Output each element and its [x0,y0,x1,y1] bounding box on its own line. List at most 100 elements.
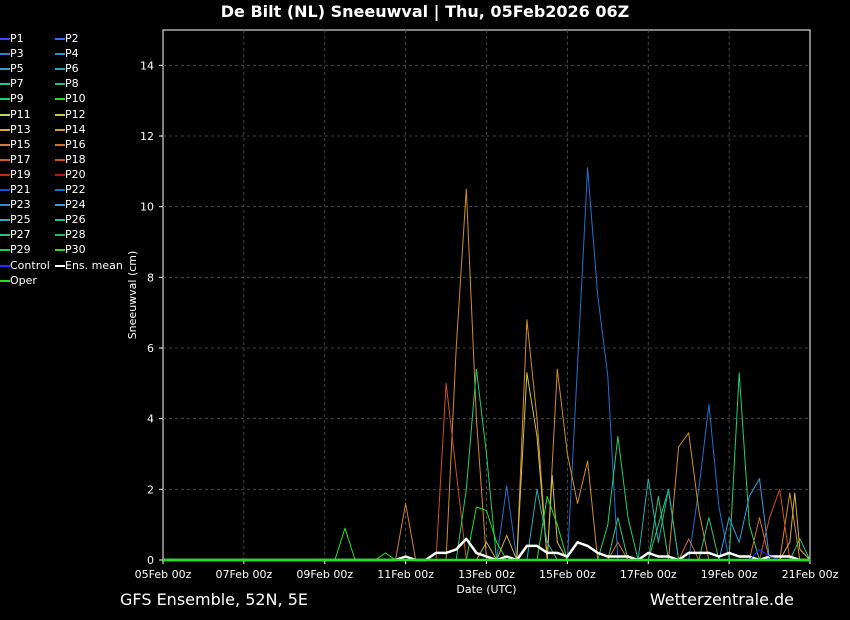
legend-label: P2 [65,32,79,45]
series-line-p24 [718,478,771,561]
chart-title: De Bilt (NL) Sneeuwval | Thu, 05Feb2026 … [220,2,630,21]
legend-swatch [0,249,10,252]
legend-label: P21 [10,183,31,196]
legend-swatch [55,38,65,40]
legend-label: P17 [10,152,31,166]
y-tick-label: 6 [147,342,154,355]
legend-label: P30 [65,243,86,257]
legend-swatch [0,264,10,267]
legend-swatch [55,53,65,56]
legend-entry: P21 [0,183,31,197]
legend-label: P11 [10,107,31,121]
series-line-p15 [395,503,417,561]
legend-entry: P9 [0,92,24,106]
x-axis-label: Date (UTC) [456,583,516,596]
legend-label: P18 [65,152,86,166]
legend-swatch [0,53,10,56]
series-line-p16 [607,517,771,561]
legend-label: P12 [65,107,86,121]
legend-swatch [55,68,65,71]
legend-entry: P13 [0,123,31,137]
x-tick-label: 21Feb 00z [782,568,839,581]
series-line-p9 [455,368,760,561]
x-tick-label: 19Feb 00z [701,568,758,581]
legend-label: Control [10,258,50,272]
legend-label: P20 [65,167,86,181]
legend-entry: P10 [55,92,86,106]
legend-swatch [0,113,10,116]
series-line-p27 [607,495,811,561]
legend-swatch [55,173,65,176]
legend-entry: P19 [0,168,31,182]
legend-entry: P17 [0,153,31,167]
legend-entry: Ens. mean [55,259,123,273]
legend-swatch [55,113,65,116]
legend-entry: P26 [55,213,86,227]
legend-entry: P15 [0,138,31,152]
legend-swatch [55,234,65,237]
legend-label: P29 [10,243,31,257]
legend-swatch [55,128,65,131]
legend-swatch [0,189,10,191]
legend-swatch [0,128,10,131]
legend-label: P7 [10,77,24,91]
legend-entry: P30 [55,243,86,257]
x-tick-label: 09Feb 00z [296,568,353,581]
legend-swatch [55,158,65,161]
legend-entry: P22 [55,183,86,197]
x-tick-label: 11Feb 00z [377,568,434,581]
legend-swatch [0,219,10,222]
legend-swatch [55,83,65,86]
legend-label: P15 [10,137,31,151]
series-line-ens-mean [163,537,810,562]
legend-label: P5 [10,62,24,76]
y-tick-label: 8 [147,271,154,284]
legend-swatch [0,38,10,40]
legend-label: Oper [10,273,37,287]
legend-label: P27 [10,228,31,242]
legend-entry: P23 [0,198,31,212]
x-tick-label: 05Feb 00z [135,568,192,581]
legend-label: P23 [10,198,31,212]
legend-label: P14 [65,122,86,136]
legend-swatch [55,189,65,191]
legend-entry: P3 [0,47,24,61]
legend-entry: P4 [55,47,79,61]
footer-model: GFS Ensemble, 52N, 5E [120,590,308,609]
legend-label: P28 [65,228,86,242]
legend-entry: P28 [55,228,86,242]
y-tick-label: 0 [147,554,154,567]
legend-entry: P12 [55,108,86,122]
legend-swatch [55,264,65,267]
legend-entry: P20 [55,168,86,182]
legend-entry: P8 [55,77,79,91]
legend-label: P6 [65,62,79,76]
x-tick-label: 13Feb 00z [458,568,515,581]
legend-swatch [0,143,10,146]
series-line-control [748,548,780,561]
legend-label: P26 [65,213,86,227]
legend-label: P8 [65,77,79,91]
legend-entry: P1 [0,32,24,46]
legend-swatch [55,143,65,146]
y-axis-label: Sneeuwval (cm) [126,251,139,340]
legend-entry: Oper [0,274,37,288]
legend-label: P4 [65,47,79,61]
x-tick-label: 17Feb 00z [620,568,677,581]
legend-label: P9 [10,92,24,106]
legend-entry: P25 [0,213,31,227]
footer-source: Wetterzentrale.de [649,590,794,609]
legend-swatch [0,68,10,71]
legend-entry: P6 [55,62,79,76]
legend-label: P1 [10,32,24,45]
x-tick-label: 07Feb 00z [216,568,273,581]
legend-entry: P24 [55,198,86,212]
legend-swatch [55,249,65,252]
legend-label: P24 [65,198,86,212]
legend-swatch [0,158,10,161]
legend-label: P3 [10,47,24,61]
legend-entry: Control [0,259,50,273]
y-tick-label: 10 [140,201,154,214]
legend-entry: P14 [55,123,86,137]
